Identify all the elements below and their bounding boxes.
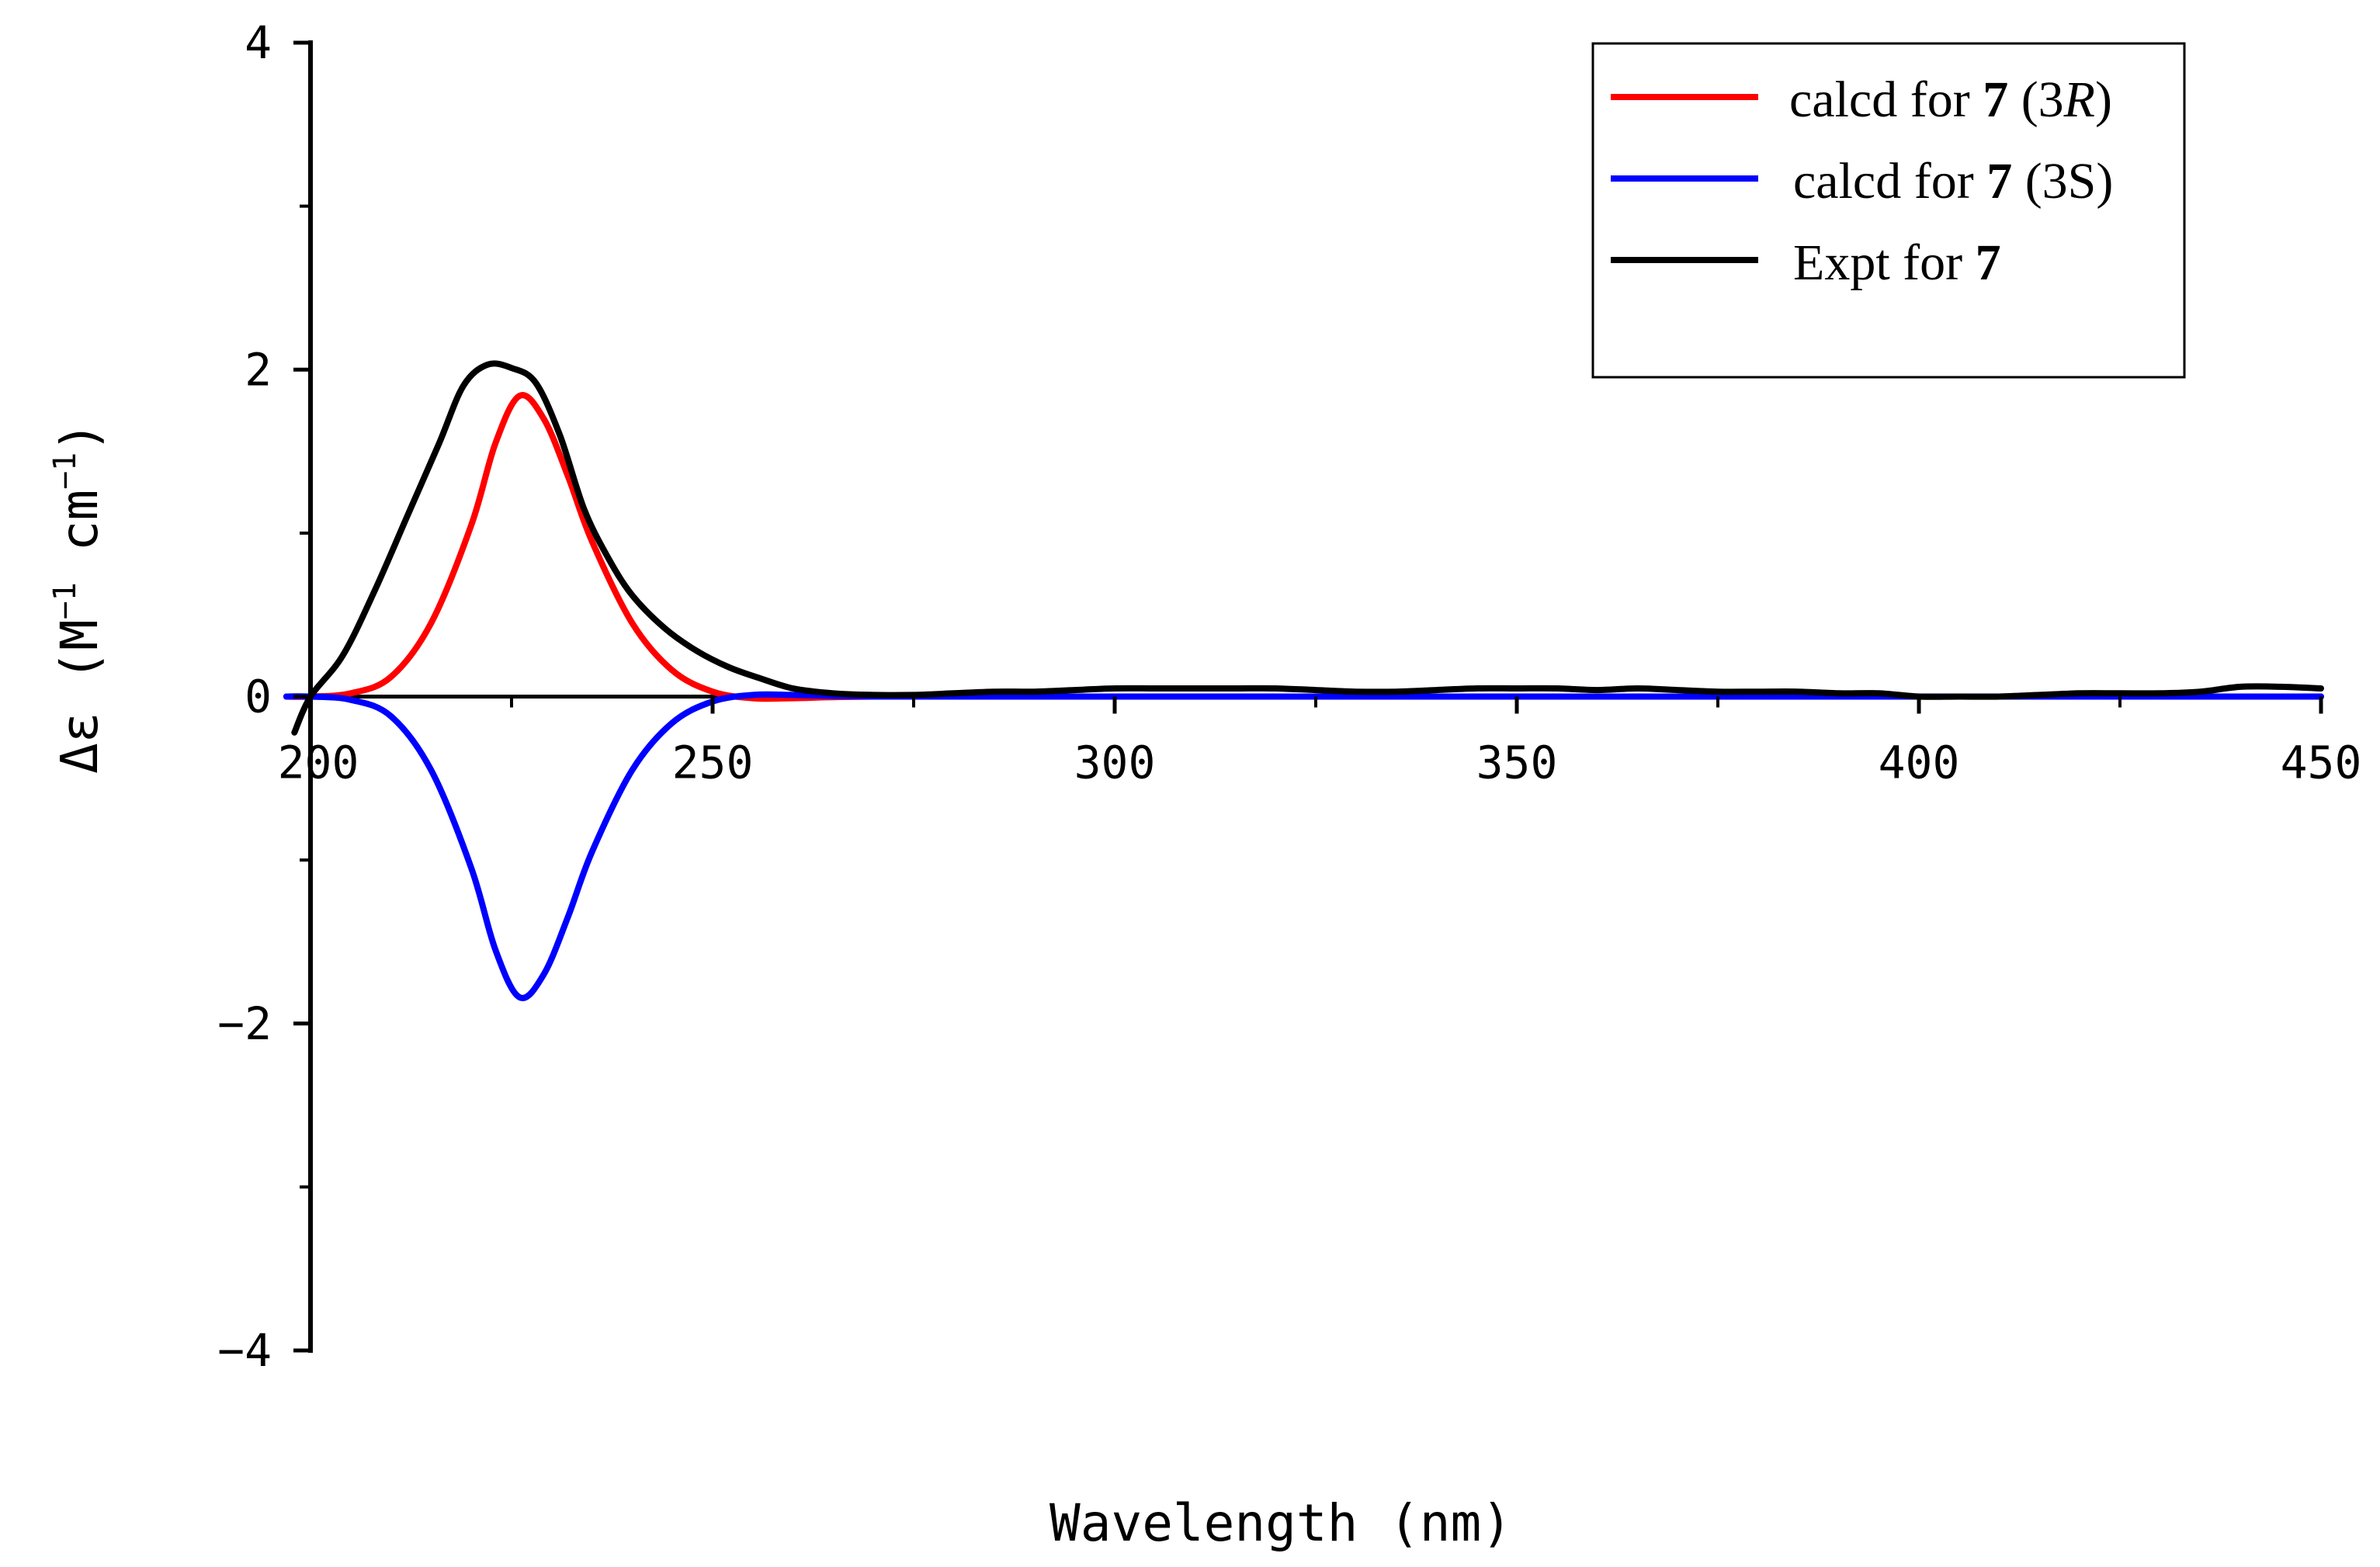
legend-text-compound: 7 — [1976, 234, 2001, 291]
series-line-calcd-3r — [283, 392, 2324, 702]
legend-text-prefix: calcd for — [1789, 71, 1983, 128]
legend-text-compound: 7 — [1986, 153, 2012, 210]
legend-text-config-italic: R — [2063, 71, 2095, 128]
series-line-expt — [291, 360, 2324, 736]
y-tick-label: 4 — [245, 16, 272, 69]
y-tick-label: −2 — [217, 997, 272, 1050]
x-tick-label: 450 — [2281, 737, 2362, 789]
legend-label-3s: calcd for 7 (3S) — [1793, 153, 2113, 210]
legend-text-close: ) — [2095, 71, 2112, 128]
legend: calcd for 7 (3R) calcd for 7 (3S) Expt f… — [1591, 42, 2186, 379]
y-axis-title-unit: cm — [50, 490, 109, 582]
x-tick-label: 250 — [672, 737, 754, 789]
legend-text-prefix: calcd for — [1793, 153, 1986, 210]
series-layer — [283, 360, 2324, 1001]
x-tick-label: 400 — [1879, 737, 1960, 789]
y-tick-label: 2 — [245, 343, 272, 396]
y-axis-title-sup: −1 — [47, 452, 83, 490]
series-line-calcd-3s — [283, 691, 2324, 1001]
y-axis-title-sup: −1 — [47, 582, 83, 619]
x-tick-label: 200 — [278, 737, 359, 789]
y-axis-title: Δε (M−1 cm−1) — [47, 421, 109, 774]
y-tick-label: −4 — [217, 1324, 272, 1377]
legend-text-compound: 7 — [1983, 71, 2008, 128]
y-axis-title-main: Δε (M — [50, 619, 109, 774]
x-tick-label: 300 — [1074, 737, 1156, 789]
x-tick-label: 350 — [1476, 737, 1558, 789]
legend-text-config: (3 — [2008, 71, 2063, 128]
y-tick-label: 0 — [245, 671, 272, 723]
y-axis-title-close: ) — [50, 421, 109, 452]
legend-label-3r: calcd for 7 (3R) — [1789, 71, 2112, 128]
ticks-layer: −4 −2 0 2 4 200 250 300 350 400 450 — [217, 16, 2361, 1377]
legend-text-config: (3S) — [2012, 153, 2113, 210]
legend-label-expt: Expt for 7 — [1793, 234, 2001, 291]
x-axis-title: Wavelength (nm) — [1049, 1493, 1512, 1553]
legend-text-prefix: Expt for — [1793, 234, 1976, 291]
